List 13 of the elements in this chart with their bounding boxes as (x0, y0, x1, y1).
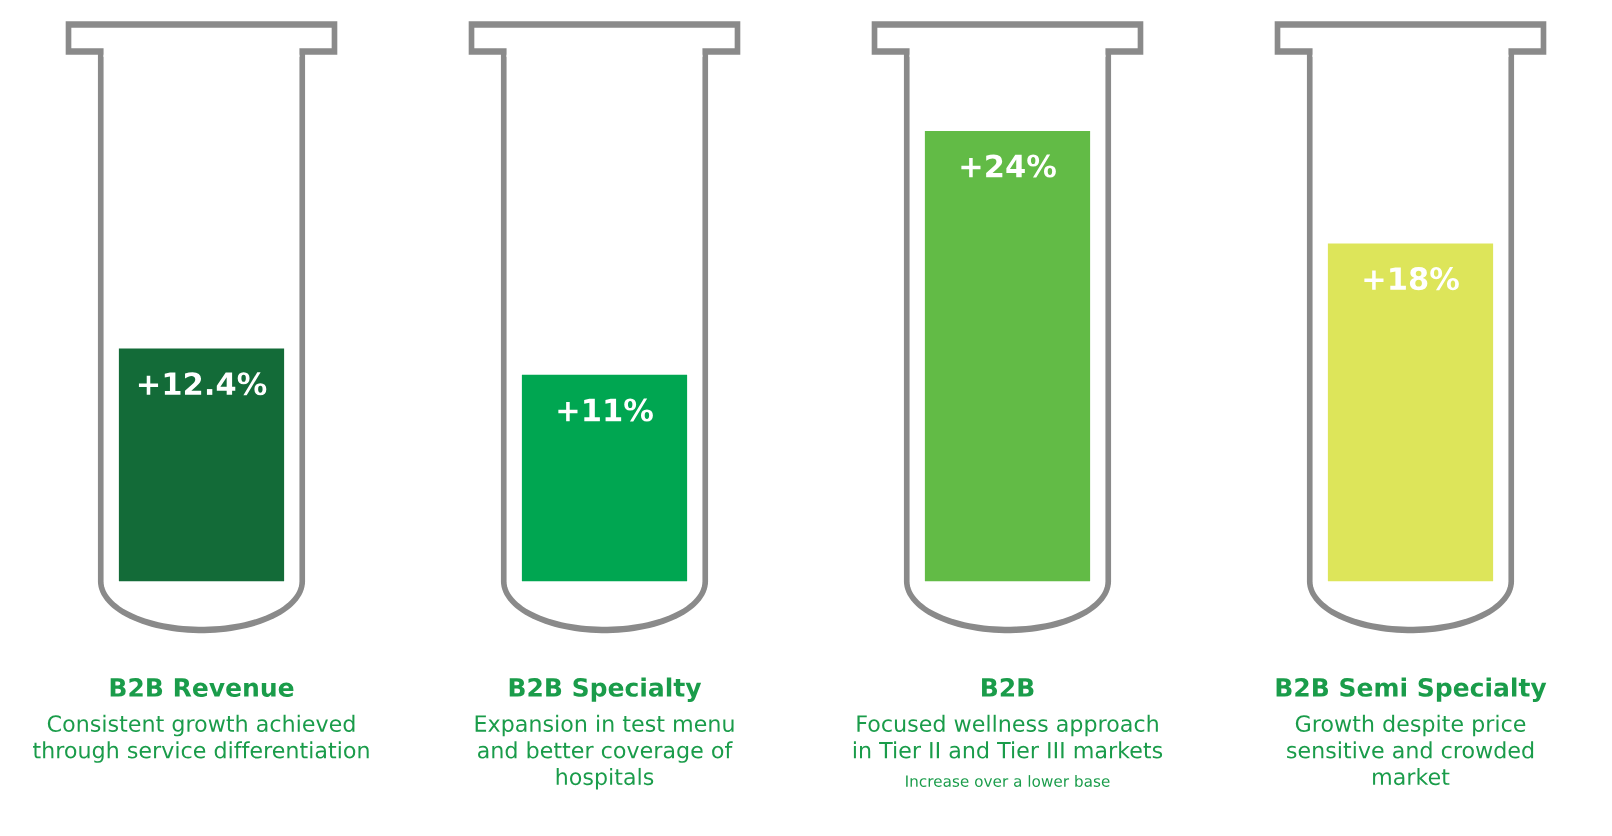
data-label: +18% (1364, 267, 1459, 291)
text: Focused wellness approach in Tier II and Tier III markets (853, 714, 1163, 759)
data-label: +24% (961, 154, 1056, 178)
data-label: +11% (558, 398, 653, 422)
text: Increase over a lower base (906, 775, 1110, 787)
x-tick-label: B2B Semi Specialty (1276, 677, 1547, 702)
x-tick-label: B2B Revenue (110, 678, 294, 697)
text: Consistent growth achieved through service differentiation (33, 714, 369, 763)
text: Growth despite price sensitive and crowded market (1287, 714, 1534, 786)
text: Expansion in test menu and better coverage of hospitals (475, 714, 734, 790)
data-label: +12.4% (138, 372, 267, 396)
x-tick-label: B2B Specialty (509, 677, 702, 702)
x-tick-label: B2B (982, 678, 1034, 697)
